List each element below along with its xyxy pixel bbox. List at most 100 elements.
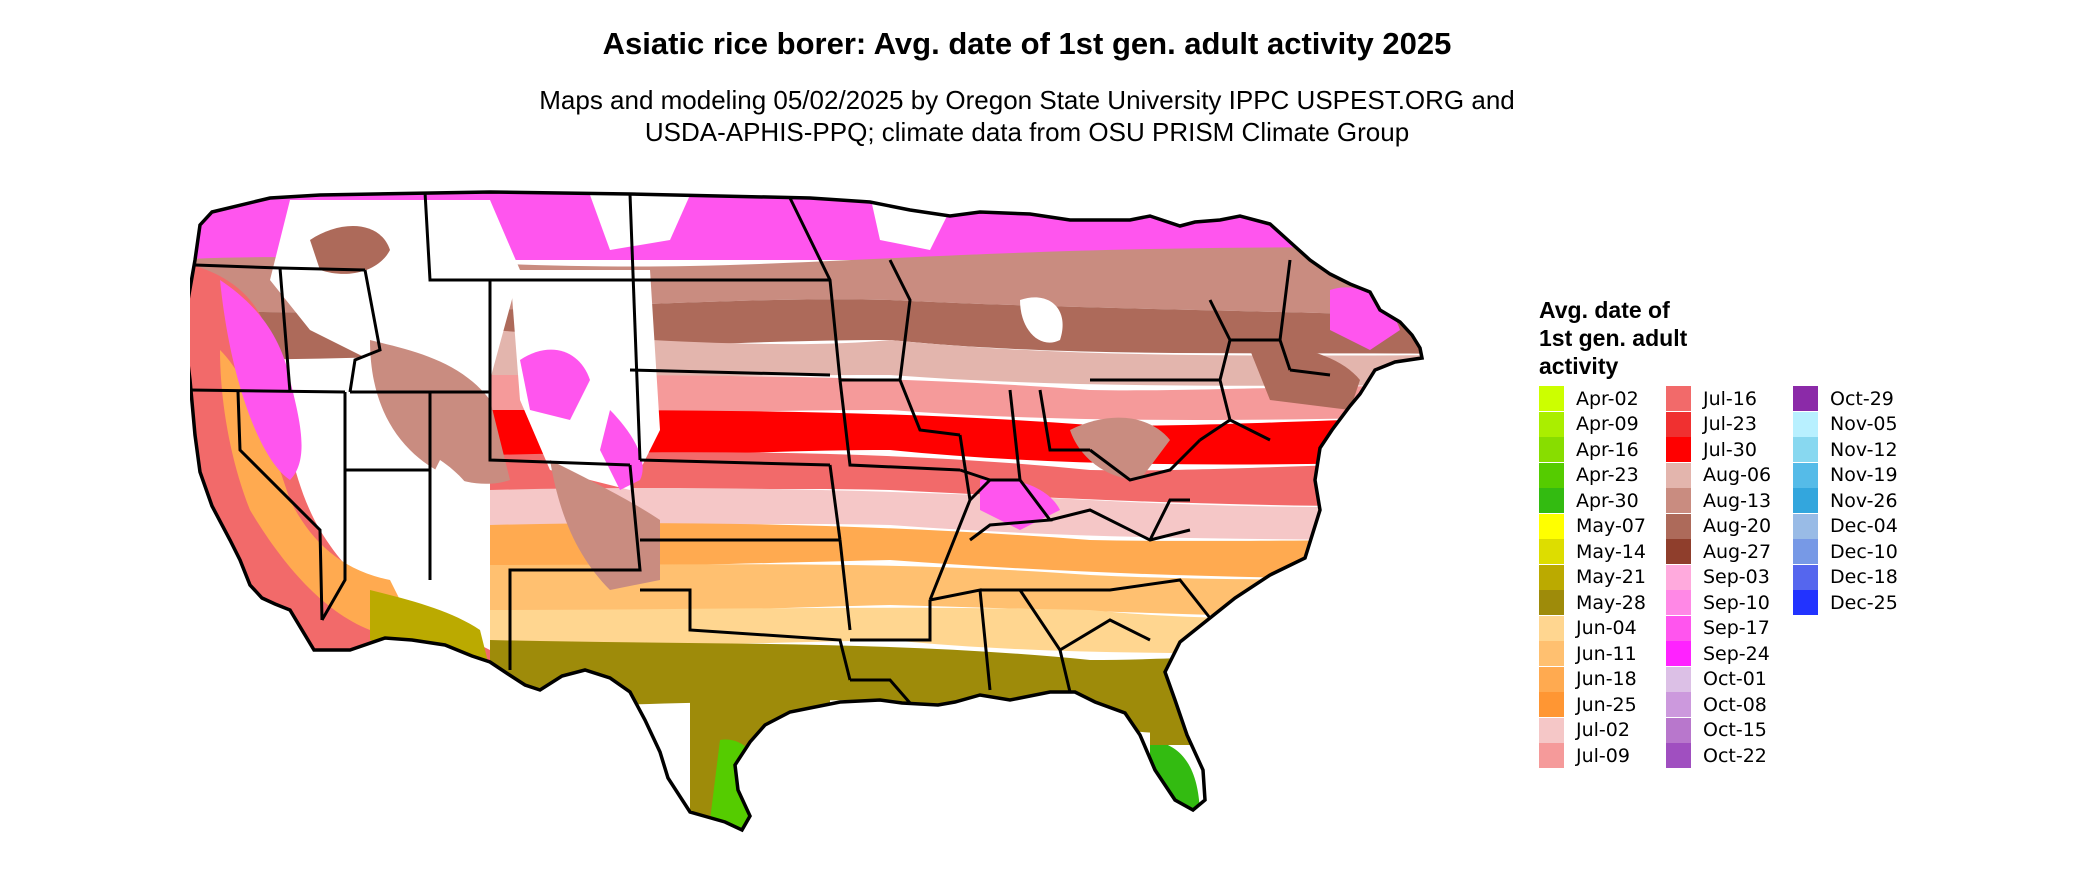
legend-label: Aug-06: [1703, 464, 1772, 486]
legend-label: Oct-01: [1703, 668, 1767, 690]
legend-item: Jul-09: [1539, 743, 1630, 768]
legend-label: Nov-19: [1830, 464, 1898, 486]
legend-item: Apr-23: [1539, 462, 1639, 488]
legend-swatch: [1539, 666, 1564, 692]
legend-label: Sep-24: [1703, 642, 1770, 665]
legend-swatch: [1666, 513, 1691, 539]
legend-item: Aug-06: [1666, 462, 1772, 488]
legend-item: Oct-01: [1666, 666, 1767, 692]
legend-item: Nov-05: [1793, 411, 1898, 437]
legend-swatch: [1539, 462, 1564, 488]
legend-label: Nov-26: [1830, 489, 1898, 512]
legend-label: Oct-22: [1703, 744, 1767, 767]
legend-swatch: [1539, 513, 1564, 539]
legend-label: Aug-27: [1703, 540, 1772, 563]
legend-label: Dec-18: [1830, 566, 1898, 588]
legend-label: Dec-04: [1830, 515, 1898, 537]
legend-label: Jul-30: [1703, 438, 1757, 461]
legend-item: May-21: [1539, 564, 1646, 590]
legend-swatch: [1666, 641, 1691, 666]
legend-swatch: [1793, 513, 1818, 539]
legend-title-line-1: Avg. date of: [1539, 297, 1670, 323]
legend-label: Apr-02: [1576, 387, 1639, 410]
legend-item: Jul-02: [1539, 717, 1630, 743]
legend-title-line-3: activity: [1539, 353, 1619, 379]
legend-swatch: [1793, 539, 1818, 564]
legend-label: Apr-23: [1576, 464, 1639, 486]
legend-label: Apr-09: [1576, 413, 1639, 435]
legend-label: Dec-10: [1830, 540, 1898, 563]
legend-label: Jun-18: [1576, 668, 1637, 690]
legend-item: Jul-23: [1666, 411, 1757, 437]
legend-swatch: [1539, 717, 1564, 743]
legend-item: Oct-22: [1666, 743, 1767, 768]
subtitle-line-1: Maps and modeling 05/02/2025 by Oregon S…: [539, 85, 1515, 115]
legend-swatch: [1793, 488, 1818, 513]
legend-item: Oct-29: [1793, 386, 1894, 411]
legend-swatch: [1539, 386, 1564, 411]
legend-item: May-07: [1539, 513, 1646, 539]
legend-swatch: [1539, 539, 1564, 564]
legend-item: Jul-30: [1666, 437, 1757, 462]
legend-label: Jun-11: [1576, 642, 1637, 665]
legend-item: Apr-16: [1539, 437, 1639, 462]
legend-swatch: [1666, 386, 1691, 411]
legend-swatch: [1666, 590, 1691, 615]
legend-swatch: [1666, 666, 1691, 692]
legend-label: Nov-12: [1830, 438, 1898, 461]
us-outline: [190, 190, 1425, 833]
legend-item: Oct-15: [1666, 717, 1767, 743]
legend-item: Aug-13: [1666, 488, 1771, 513]
legend-label: Jun-25: [1576, 693, 1637, 716]
legend-item: Jun-11: [1539, 641, 1637, 666]
subtitle-line-2: USDA-APHIS-PPQ; climate data from OSU PR…: [644, 117, 1410, 147]
legend-item: Jun-04: [1539, 615, 1637, 641]
legend-swatch: [1539, 615, 1564, 641]
legend-item: Jun-18: [1539, 666, 1637, 692]
legend-label: Oct-15: [1703, 719, 1767, 741]
legend-item: Apr-09: [1539, 411, 1639, 437]
state-borders: [190, 191, 1331, 704]
legend-item: Nov-26: [1793, 488, 1898, 513]
legend-swatch: [1793, 590, 1818, 615]
legend-label: Aug-13: [1703, 489, 1772, 512]
legend-swatch: [1666, 437, 1691, 462]
legend-item: Jul-16: [1666, 386, 1757, 411]
legend-item: Sep-03: [1666, 564, 1770, 590]
legend-swatch: [1539, 692, 1564, 717]
legend-label: Apr-30: [1576, 489, 1639, 512]
legend-label: Sep-17: [1703, 617, 1770, 639]
legend-swatch: [1539, 564, 1564, 590]
legend-swatch: [1793, 437, 1818, 462]
legend-label: Oct-29: [1830, 387, 1894, 410]
legend-swatch: [1666, 717, 1691, 743]
legend-swatch: [1539, 488, 1564, 513]
legend-swatch: [1666, 488, 1691, 513]
map-title: Asiatic rice borer: Avg. date of 1st gen…: [602, 26, 1452, 61]
legend-swatch: [1793, 386, 1818, 411]
legend-item: Aug-27: [1666, 539, 1771, 564]
us-map: [190, 190, 1425, 833]
legend-title-line-2: 1st gen. adult: [1539, 325, 1688, 351]
legend-label: Jun-04: [1576, 617, 1637, 639]
legend-item: Dec-18: [1793, 564, 1898, 590]
legend-item: Dec-25: [1793, 590, 1898, 615]
legend-item: Nov-12: [1793, 437, 1898, 462]
legend-item: Oct-08: [1666, 692, 1767, 717]
legend-swatch: [1539, 437, 1564, 462]
legend-swatch: [1539, 641, 1564, 666]
legend-swatch: [1539, 411, 1564, 437]
legend-swatch: [1793, 411, 1818, 437]
legend-item: Sep-17: [1666, 615, 1770, 641]
legend-swatch: [1793, 462, 1818, 488]
legend-item: Dec-10: [1793, 539, 1898, 564]
legend-swatch: [1666, 615, 1691, 641]
legend-item: Apr-30: [1539, 488, 1639, 513]
legend-label: Sep-03: [1703, 566, 1770, 588]
legend-label: Jul-23: [1703, 413, 1757, 435]
legend-swatch: [1666, 564, 1691, 590]
legend-item: May-28: [1539, 590, 1646, 615]
legend-label: May-28: [1576, 591, 1646, 614]
legend-label: Sep-10: [1703, 591, 1770, 614]
legend-label: May-07: [1576, 515, 1646, 537]
